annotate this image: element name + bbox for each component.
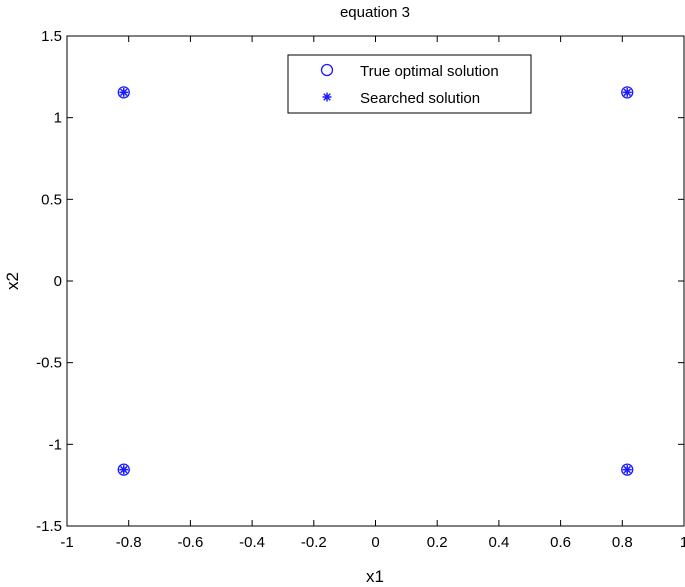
- legend-label-true-optimal: True optimal solution: [360, 63, 499, 80]
- y-tick-label: 0.5: [41, 191, 62, 208]
- legend-star-symbol: [322, 92, 332, 102]
- plot-frame: [66, 35, 685, 527]
- y-tick-label: 1.5: [41, 28, 62, 45]
- x-tick-label: -0.4: [239, 534, 265, 551]
- points-layer: [117, 86, 634, 476]
- x-tick-label: 0.4: [488, 534, 509, 551]
- x-axis-title: x1: [366, 567, 384, 586]
- searched-solution-point: [622, 87, 632, 97]
- true-optimal-point: [621, 86, 634, 99]
- searched-solution-point: [119, 87, 129, 97]
- y-axis-title: x2: [3, 272, 22, 290]
- y-tick-label: -1.5: [36, 518, 62, 535]
- true-optimal-point: [117, 86, 130, 99]
- y-tick-label: -0.5: [36, 355, 62, 372]
- ticks-layer: -1 -0.8 -0.6 -0.4 -0.2 0 0.2 0.4 0.6 0.8 1-1.5-1-0…: [36, 28, 685, 551]
- legend-circle-symbol: [320, 63, 334, 77]
- legend-star-marker: [322, 92, 332, 102]
- legend: True optimal solution Searched solution: [287, 54, 532, 114]
- y-tick-label: 0: [54, 273, 62, 290]
- legend-circle-marker: [320, 63, 334, 77]
- x-tick-label: 0.8: [612, 534, 633, 551]
- searched-solution-point: [119, 465, 129, 475]
- x-tick-label: -1: [60, 534, 73, 551]
- searched-solution-point: [622, 465, 632, 475]
- y-tick-label: -1: [49, 436, 62, 453]
- x-tick-label: 0: [371, 534, 379, 551]
- x-tick-label: -0.6: [177, 534, 203, 551]
- chart-title: equation 3: [340, 4, 410, 21]
- x-tick-label: -0.2: [301, 534, 327, 551]
- x-tick-label: 1: [680, 534, 685, 551]
- y-tick-label: 1: [54, 110, 62, 127]
- legend-label-searched: Searched solution: [360, 90, 480, 107]
- true-optimal-point: [117, 463, 130, 476]
- true-optimal-point: [621, 463, 634, 476]
- x-tick-label: -0.8: [116, 534, 142, 551]
- plot-area: [67, 36, 684, 526]
- x-tick-label: 0.2: [427, 534, 448, 551]
- x-tick-label: 0.6: [550, 534, 571, 551]
